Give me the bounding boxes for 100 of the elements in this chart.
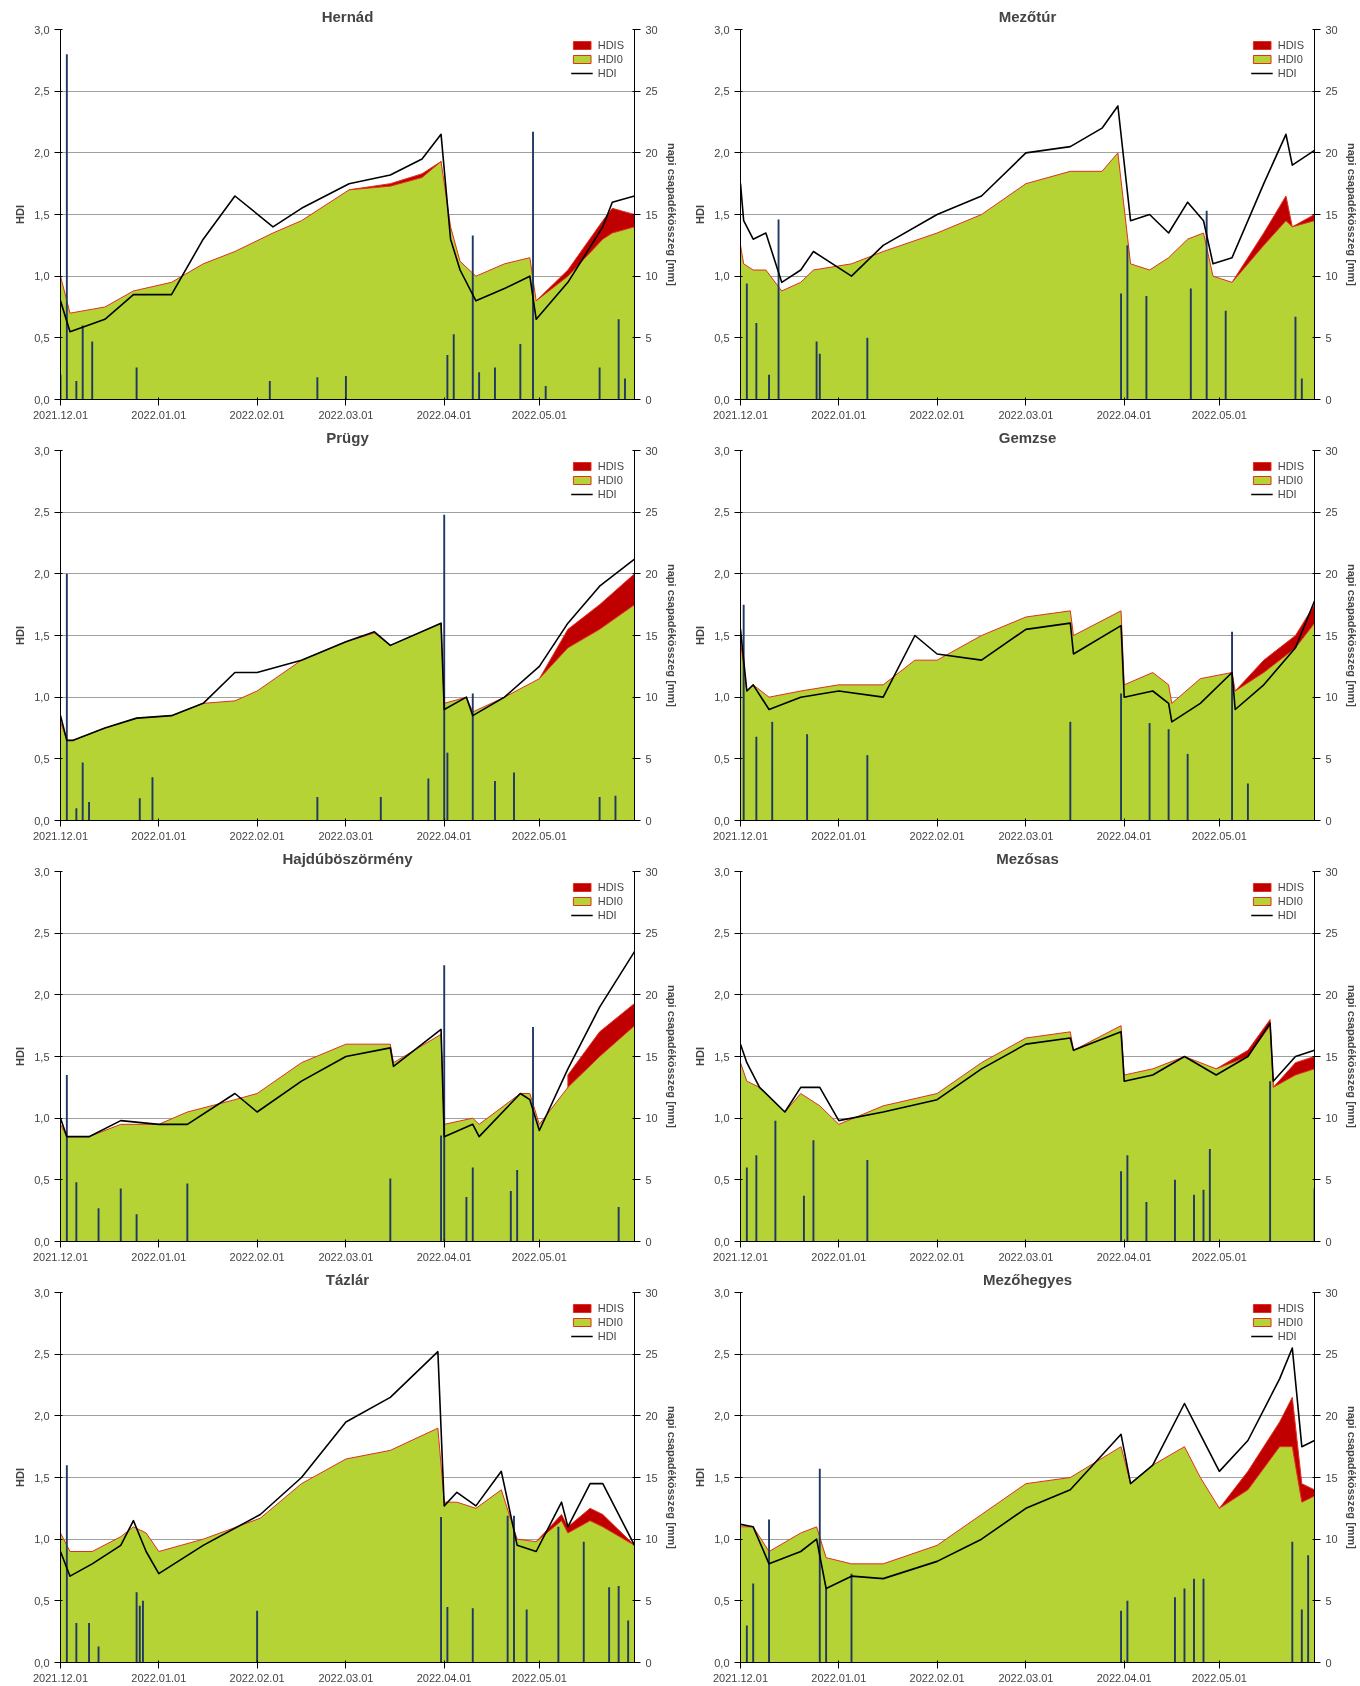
- x-tick-label: 2022.01.01: [811, 408, 867, 421]
- x-tick-label: 2022.05.01: [1191, 829, 1247, 842]
- x-tick-label: 2021.12.01: [32, 408, 89, 421]
- y-tick-label: 1,0: [34, 691, 50, 704]
- x-tick-label: 2022.05.01: [511, 829, 567, 842]
- legend-label: HDIS: [1277, 881, 1304, 893]
- y-tick-label: 1,5: [714, 1050, 730, 1063]
- y2-axis-title: napi csapadékösszeg [mm]: [665, 1405, 678, 1550]
- y2-tick-label: 15: [645, 629, 658, 642]
- y-tick-label: 1,0: [714, 691, 730, 704]
- x-tick-label: 2022.05.01: [1191, 408, 1247, 421]
- y2-tick-label: 20: [645, 146, 658, 159]
- y-axis-title: HDI: [14, 1047, 27, 1066]
- x-tick-label: 2021.12.01: [712, 408, 769, 421]
- x-tick-label: 2022.01.01: [811, 1671, 867, 1684]
- y-tick-label: 2,5: [34, 1348, 50, 1361]
- y2-tick-label: 10: [645, 1533, 658, 1546]
- y2-tick-label: 15: [645, 208, 658, 221]
- y-tick-label: 2,0: [714, 988, 730, 1001]
- y-tick-label: 1,0: [34, 270, 50, 283]
- y2-tick-label: 10: [1325, 691, 1338, 704]
- x-tick-label: 2022.02.01: [909, 408, 965, 421]
- y-tick-label: 1,0: [34, 1533, 50, 1546]
- legend-label: HDI: [597, 67, 618, 79]
- legend-label: HDI: [597, 488, 618, 500]
- y-tick-label: 3,0: [714, 865, 730, 878]
- y2-axis-title: napi csapadékösszeg [mm]: [665, 142, 678, 287]
- y-tick-label: 2,5: [34, 927, 50, 940]
- y2-axis-title: napi csapadékösszeg [mm]: [665, 984, 678, 1129]
- legend-label: HDI: [1277, 488, 1298, 500]
- y2-tick-label: 30: [645, 1286, 658, 1299]
- y2-tick-label: 5: [645, 1594, 652, 1607]
- y2-tick-label: 5: [1325, 1594, 1332, 1607]
- y-tick-label: 1,5: [714, 208, 730, 221]
- y2-tick-label: 10: [645, 691, 658, 704]
- y2-tick-label: 0: [645, 814, 652, 827]
- y2-tick-label: 25: [1325, 927, 1338, 940]
- y-tick-label: 3,0: [34, 23, 50, 36]
- y2-tick-label: 15: [1325, 1050, 1338, 1063]
- y2-tick-label: 20: [1325, 988, 1338, 1001]
- chart-title: Mezőtúr: [998, 7, 1057, 25]
- chart-title: Prügy: [326, 428, 370, 446]
- y2-tick-label: 10: [645, 270, 658, 283]
- y-axis-title: HDI: [694, 626, 707, 645]
- x-tick-label: 2022.02.01: [909, 829, 965, 842]
- y2-tick-label: 25: [645, 506, 658, 519]
- y2-tick-label: 0: [1325, 1656, 1332, 1669]
- y-tick-label: 3,0: [714, 1286, 730, 1299]
- x-tick-label: 2022.05.01: [511, 408, 567, 421]
- x-tick-label: 2022.04.01: [1096, 1671, 1152, 1684]
- legend-label: HDI0: [597, 53, 623, 65]
- x-tick-label: 2021.12.01: [712, 1250, 769, 1263]
- x-tick-label: 2022.03.01: [318, 1250, 374, 1263]
- legend-label: HDIS: [597, 881, 624, 893]
- y2-tick-label: 20: [645, 567, 658, 580]
- y-tick-label: 1,5: [714, 629, 730, 642]
- y-tick-label: 0,5: [34, 331, 50, 344]
- y-tick-label: 0,5: [34, 1594, 50, 1607]
- x-tick-label: 2022.04.01: [416, 408, 472, 421]
- y2-tick-label: 0: [645, 393, 652, 406]
- legend-label: HDI0: [1277, 474, 1303, 486]
- y2-tick-label: 30: [1325, 23, 1338, 36]
- y-tick-label: 2,0: [714, 567, 730, 580]
- y2-tick-label: 20: [1325, 1409, 1338, 1422]
- y2-tick-label: 30: [1325, 1286, 1338, 1299]
- y-tick-label: 2,0: [34, 988, 50, 1001]
- y2-tick-label: 20: [1325, 146, 1338, 159]
- y2-tick-label: 0: [1325, 393, 1332, 406]
- legend-label: HDI0: [1277, 1316, 1303, 1328]
- legend-label: HDIS: [1277, 1302, 1304, 1314]
- y2-tick-label: 0: [1325, 1235, 1332, 1248]
- y2-tick-label: 15: [1325, 1471, 1338, 1484]
- y-axis-title: HDI: [694, 1468, 707, 1487]
- x-tick-label: 2021.12.01: [32, 1671, 89, 1684]
- y2-tick-label: 10: [1325, 270, 1338, 283]
- y-axis-title: HDI: [694, 1047, 707, 1066]
- y2-tick-label: 15: [645, 1471, 658, 1484]
- y2-tick-label: 10: [1325, 1533, 1338, 1546]
- y2-tick-label: 25: [1325, 1348, 1338, 1361]
- y2-tick-label: 5: [1325, 752, 1332, 765]
- y2-axis-title: napi csapadékösszeg [mm]: [1345, 563, 1358, 708]
- y2-tick-label: 15: [645, 1050, 658, 1063]
- y2-tick-label: 25: [645, 927, 658, 940]
- y-tick-label: 3,0: [714, 444, 730, 457]
- x-tick-label: 2022.04.01: [1096, 829, 1152, 842]
- y-axis-title: HDI: [14, 1468, 27, 1487]
- x-tick-label: 2022.03.01: [318, 408, 374, 421]
- legend-label: HDIS: [1277, 460, 1304, 472]
- y-tick-label: 2,0: [34, 146, 50, 159]
- y-axis-title: HDI: [14, 626, 27, 645]
- x-tick-label: 2022.02.01: [229, 1671, 285, 1684]
- chart-title: Hernád: [321, 7, 374, 25]
- y2-tick-label: 30: [645, 23, 658, 36]
- x-tick-label: 2022.01.01: [131, 408, 187, 421]
- y2-tick-label: 0: [645, 1656, 652, 1669]
- y2-tick-label: 30: [645, 865, 658, 878]
- legend-label: HDI0: [1277, 895, 1303, 907]
- y-axis-title: HDI: [694, 205, 707, 224]
- x-tick-label: 2022.03.01: [318, 1671, 374, 1684]
- y-tick-label: 2,5: [714, 506, 730, 519]
